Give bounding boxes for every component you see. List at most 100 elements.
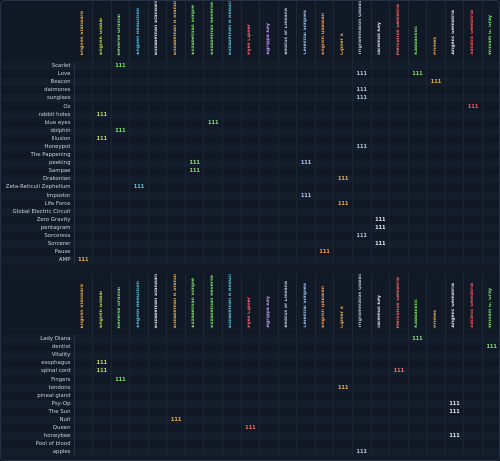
value-cell[interactable] (222, 62, 242, 71)
value-cell[interactable] (352, 110, 372, 119)
value-cell[interactable] (92, 191, 112, 200)
value-cell[interactable] (203, 432, 223, 441)
value-cell[interactable] (92, 78, 112, 87)
phrase-label[interactable]: Zero Gravity (1, 215, 75, 224)
value-cell[interactable] (92, 183, 112, 192)
value-cell[interactable] (203, 424, 223, 433)
value-cell[interactable] (371, 94, 391, 103)
value-cell[interactable] (315, 151, 335, 160)
value-cell[interactable] (241, 367, 261, 376)
value-cell[interactable] (166, 175, 186, 184)
phrase-label[interactable]: Life Force (1, 199, 75, 208)
value-cell[interactable] (426, 118, 446, 127)
value-cell[interactable] (92, 256, 112, 265)
phrase-label[interactable]: Pool of blood (1, 440, 75, 449)
cipher-column-header[interactable]: Elizabethan R Standard (166, 1, 186, 62)
value-cell[interactable] (296, 448, 316, 457)
cipher-column-header[interactable]: Elizabethan R Reduction (222, 274, 242, 335)
value-cell[interactable] (315, 118, 335, 127)
value-cell[interactable] (92, 415, 112, 425)
value-cell[interactable] (408, 424, 428, 433)
value-cell[interactable] (203, 383, 223, 392)
value-cell[interactable] (222, 407, 242, 416)
value-cell[interactable] (74, 359, 94, 368)
value-cell[interactable]: 111 (445, 399, 465, 408)
value-cell[interactable] (371, 126, 391, 135)
value-cell[interactable] (278, 70, 298, 79)
value-cell[interactable] (482, 110, 499, 119)
value-cell[interactable] (222, 231, 242, 241)
value-cell[interactable] (371, 175, 391, 184)
value-cell[interactable] (463, 240, 483, 249)
value-cell[interactable] (296, 415, 316, 425)
value-cell[interactable] (241, 256, 261, 265)
value-cell[interactable] (259, 440, 279, 449)
phrase-label[interactable]: Honeypot (1, 142, 75, 152)
value-cell[interactable] (315, 359, 335, 368)
value-cell[interactable] (222, 70, 242, 79)
value-cell[interactable]: 111 (352, 94, 372, 103)
value-cell[interactable] (111, 231, 131, 241)
value-cell[interactable] (185, 199, 205, 208)
value-cell[interactable]: 111 (352, 70, 372, 79)
value-cell[interactable] (166, 118, 186, 127)
value-cell[interactable] (129, 375, 149, 384)
value-cell[interactable] (333, 223, 353, 232)
value-cell[interactable] (74, 183, 94, 192)
value-cell[interactable] (463, 151, 483, 160)
value-cell[interactable] (408, 399, 428, 408)
value-cell[interactable] (278, 383, 298, 392)
value-cell[interactable] (315, 207, 335, 216)
value-cell[interactable] (92, 407, 112, 416)
cipher-column-header[interactable]: Pyes Cipher (241, 274, 261, 335)
value-cell[interactable] (166, 167, 186, 176)
value-cell[interactable] (333, 126, 353, 135)
cipher-column-header[interactable]: English Global (92, 274, 112, 335)
value-cell[interactable] (352, 343, 372, 352)
value-cell[interactable] (92, 432, 112, 441)
value-cell[interactable] (129, 399, 149, 408)
value-cell[interactable] (315, 231, 335, 241)
cipher-column-header[interactable]: Trigrammaton Qabalah (352, 274, 372, 335)
value-cell[interactable] (278, 448, 298, 457)
value-cell[interactable] (315, 183, 335, 192)
value-cell[interactable] (241, 407, 261, 416)
value-cell[interactable] (408, 415, 428, 425)
value-cell[interactable] (222, 256, 242, 265)
cipher-column-header[interactable]: Kabbalistic (408, 1, 428, 62)
value-cell[interactable]: 111 (352, 448, 372, 457)
value-cell[interactable] (426, 94, 446, 103)
value-cell[interactable] (482, 383, 499, 392)
value-cell[interactable] (371, 351, 391, 360)
value-cell[interactable] (222, 335, 242, 344)
phrase-label[interactable]: peeking (1, 159, 75, 168)
value-cell[interactable] (389, 448, 409, 457)
value-cell[interactable] (185, 151, 205, 160)
value-cell[interactable] (129, 118, 149, 127)
value-cell[interactable] (315, 335, 335, 344)
value-cell[interactable] (371, 335, 391, 344)
value-cell[interactable] (148, 391, 168, 400)
value-cell[interactable] (371, 207, 391, 216)
value-cell[interactable] (166, 102, 186, 111)
value-cell[interactable]: 111 (352, 86, 372, 95)
value-cell[interactable] (315, 391, 335, 400)
cipher-column-header[interactable]: Primes (426, 274, 446, 335)
value-cell[interactable] (315, 134, 335, 143)
value-cell[interactable] (166, 78, 186, 87)
value-cell[interactable] (259, 223, 279, 232)
value-cell[interactable] (482, 151, 499, 160)
value-cell[interactable] (148, 335, 168, 344)
value-cell[interactable] (203, 399, 223, 408)
value-cell[interactable] (463, 440, 483, 449)
value-cell[interactable] (278, 167, 298, 176)
value-cell[interactable] (185, 110, 205, 119)
value-cell[interactable] (426, 440, 446, 449)
value-cell[interactable] (371, 70, 391, 79)
value-cell[interactable] (129, 248, 149, 257)
value-cell[interactable] (203, 256, 223, 265)
value-cell[interactable] (389, 391, 409, 400)
value-cell[interactable] (92, 126, 112, 135)
value-cell[interactable] (463, 415, 483, 425)
value-cell[interactable] (296, 240, 316, 249)
